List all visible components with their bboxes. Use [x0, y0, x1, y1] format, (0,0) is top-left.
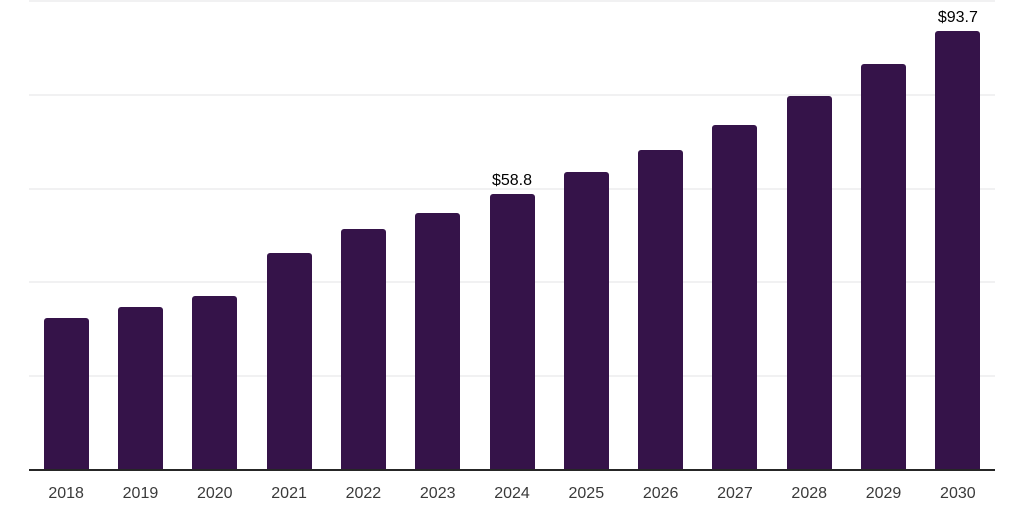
bar-2023	[415, 212, 461, 470]
x-tick-2021: 2021	[271, 485, 307, 502]
x-tick-2025: 2025	[568, 485, 605, 502]
bar-2028	[786, 95, 832, 470]
x-tick-2020: 2020	[196, 485, 233, 502]
x-tick-2029: 2029	[865, 485, 902, 502]
x-tick-2026: 2026	[642, 485, 679, 502]
x-tick-2024: 2024	[494, 485, 530, 502]
x-tick-2023: 2023	[419, 485, 456, 502]
x-tick-2027: 2027	[717, 485, 753, 502]
bar-2026	[638, 149, 684, 470]
bar-2024	[489, 194, 535, 470]
x-tick-2030: 2030	[940, 485, 976, 502]
gridline-100	[29, 0, 995, 2]
bar-2025	[563, 171, 609, 470]
bar-2019	[117, 307, 163, 470]
bar-2021	[266, 253, 312, 470]
bar-2018	[43, 317, 89, 470]
gridline-60	[29, 187, 995, 190]
bar-value-label-2030: $93.7	[937, 8, 978, 26]
x-tick-2019: 2019	[122, 485, 159, 502]
x-tick-2022: 2022	[345, 485, 382, 502]
x-tick-2018: 2018	[48, 485, 84, 502]
gridline-80	[29, 93, 995, 96]
bar-value-label-2024: $58.8	[491, 172, 533, 190]
bar-2030	[935, 30, 981, 470]
bar-2027	[712, 124, 758, 470]
bar-2022	[340, 229, 386, 470]
bar-2020	[192, 296, 238, 470]
x-tick-2028: 2028	[791, 485, 828, 502]
bar-2029	[861, 63, 907, 470]
x-axis-line	[29, 469, 995, 471]
